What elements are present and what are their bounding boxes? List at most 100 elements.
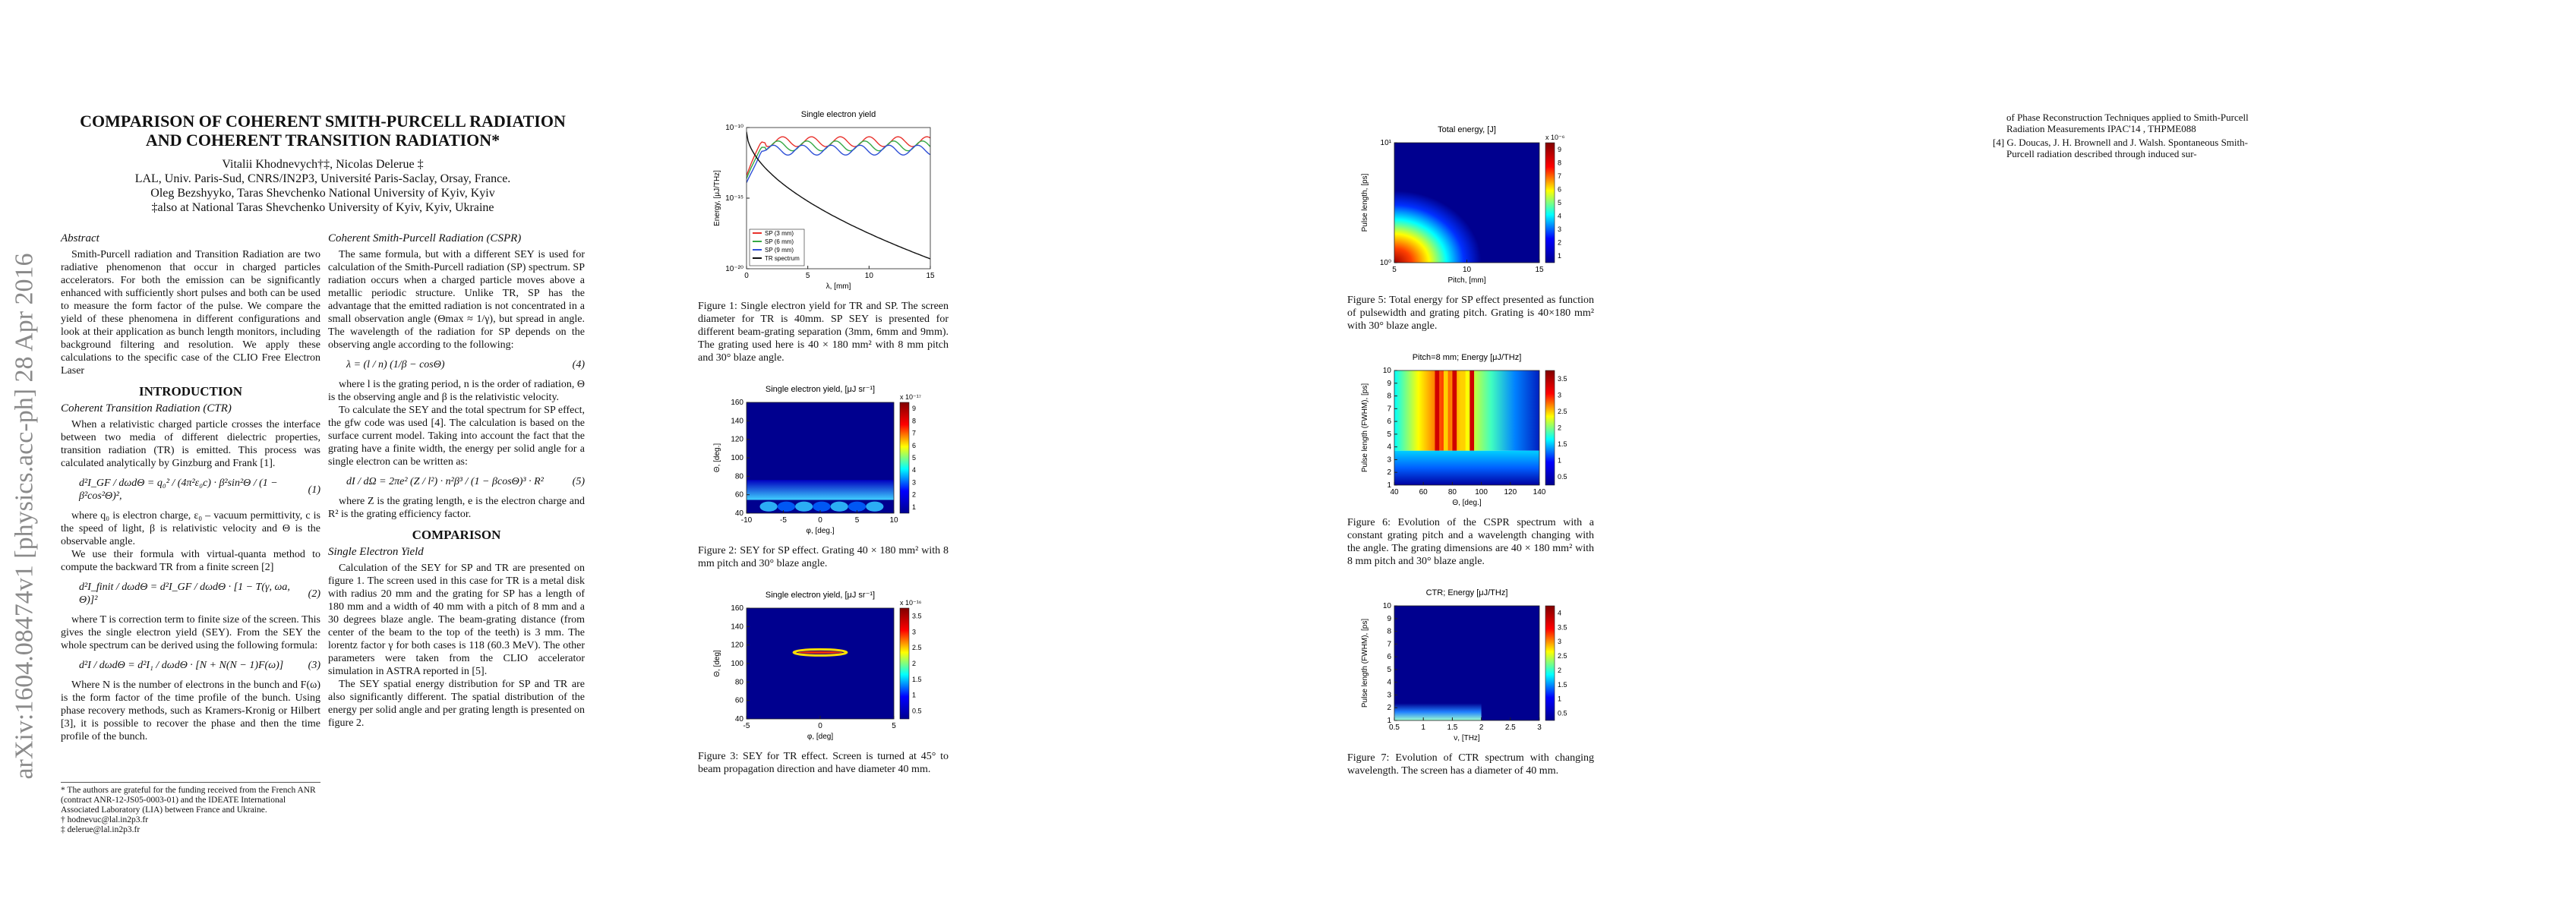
x-tick-label: 60 xyxy=(1419,488,1428,496)
figure-caption: Figure 2: SEY for SP effect. Grating 40 … xyxy=(698,545,949,569)
figure: Coherent RadiationThe calculation of coh… xyxy=(698,587,949,776)
y-axis-label: Energy, [μJ/THz] xyxy=(713,170,721,226)
colorbar-tick-label: 6 xyxy=(912,442,916,449)
axes-frame xyxy=(1394,605,1540,721)
y-tick-label: 120 xyxy=(731,641,743,650)
section-heading: COMPARISON xyxy=(412,528,501,542)
y-tick-label: 6 xyxy=(1387,418,1391,426)
legend-label: SP (6 mm) xyxy=(765,238,794,245)
legend-label: TR spectrum xyxy=(765,255,800,262)
paragraph: We use their formula with virtual-quanta… xyxy=(61,549,320,573)
colorbar-tick-label: 5 xyxy=(1558,199,1561,206)
colorbar-tick-label: 1 xyxy=(1558,695,1561,703)
x-tick-label: 10 xyxy=(1463,266,1472,274)
y-tick-label: 10¹ xyxy=(1381,139,1392,147)
plot-area xyxy=(1394,370,1539,485)
figure-title: CTR; Energy [μJ/THz] xyxy=(1426,588,1508,597)
heat-blob xyxy=(795,501,813,512)
affiliation: Oleg Bezshyyko, Taras Shevchenko Nationa… xyxy=(150,187,495,200)
x-tick-label: 80 xyxy=(1448,488,1457,496)
x-axis-label: Θ, [deg.] xyxy=(1452,499,1482,507)
colorbar-tick-label: 7 xyxy=(912,430,916,437)
equation-number: (4) xyxy=(572,359,585,370)
y-tick-label: 7 xyxy=(1387,640,1391,648)
y-axis-label: Pulse length, [ps] xyxy=(1361,173,1369,232)
y-tick-label: 10⁻¹⁵ xyxy=(725,194,743,203)
figure-title: Total energy, [J] xyxy=(1438,125,1496,134)
colorbar-tick-label: 8 xyxy=(912,417,916,424)
footnote: ‡ delerue@lal.in2p3.fr xyxy=(61,825,140,834)
equation: d²I_GF / dωdΘ = q₀² / (4π²ε₀c) · β²sin²Θ… xyxy=(79,477,320,503)
x-tick-label: 0 xyxy=(744,272,749,280)
equation-formula: d²I_GF / dωdΘ = q₀² / (4π²ε₀c) · β²sin²Θ… xyxy=(79,478,278,502)
equation-formula: dI / dΩ = 2πe² (Z / l²) · n²β³ / (1 − βc… xyxy=(346,476,544,487)
x-tick-label: -5 xyxy=(743,722,750,730)
plot-area xyxy=(747,608,894,719)
paragraph: Where N is the number of electrons in th… xyxy=(61,679,320,742)
equation-formula: d²I / dωdΘ = d²I₁ / dωdΘ · [N + N(N − 1)… xyxy=(79,660,284,671)
decor-curve xyxy=(747,144,930,183)
y-tick-label: 2 xyxy=(1387,468,1391,477)
equation: d²I / dωdΘ = d²I₁ / dωdΘ · [N + N(N − 1)… xyxy=(79,659,320,672)
y-axis-label: Θ, [deg] xyxy=(713,650,721,677)
column: Coherent Smith-Purcell Radiation (CSPR) T… xyxy=(328,228,585,730)
colorbar-tick-label: 2.5 xyxy=(1558,652,1567,660)
x-tick-label: 2 xyxy=(1479,723,1484,732)
colorbar-tick-label: 3.5 xyxy=(1558,375,1567,383)
y-tick-label: 100 xyxy=(731,454,743,462)
column: Single electron yield 0 5 10 15 10⁻²⁰ 10⁻¹⁵ 10⁻… xyxy=(698,106,949,793)
y-axis-label: Θ, [deg.] xyxy=(713,443,721,473)
equation-formula: d²I_finit / dωdΘ = d²I_GF / dωdΘ · [1 − … xyxy=(79,582,290,606)
heat-region xyxy=(747,608,894,719)
colorbar-tick-label: 9 xyxy=(912,405,916,412)
heat-region xyxy=(747,480,894,500)
x-axis-label: ν, [THz] xyxy=(1454,734,1480,742)
figure: Pitch=8 mm; Energy [μJ/THz] 40 60 80 100 120 1… xyxy=(1347,349,1594,568)
paragraph: where T is correction term to finite siz… xyxy=(61,614,320,651)
figure-caption: Figure 3: SEY for TR effect. Screen is t… xyxy=(698,751,949,775)
colorbar-tick-label: 2 xyxy=(1558,239,1561,247)
plot-area xyxy=(747,131,930,260)
figure: CTR; Energy [μJ/THz] 0.5 1 1.5 2 2.5 3 1 2 3 4 5 6 7 8… xyxy=(1347,585,1594,777)
y-tick-label: 10 xyxy=(1383,602,1392,610)
figure-plot: Pitch=8 mm; Energy [μJ/THz] 40 60 80 100 120 1… xyxy=(1361,353,1567,507)
subsection-heading: Abstract xyxy=(61,232,99,244)
y-tick-label: 160 xyxy=(731,604,743,613)
heat-blob xyxy=(792,648,848,657)
x-axis-label: λ, [mm] xyxy=(826,282,851,291)
heat-blob xyxy=(830,501,848,512)
heat-region xyxy=(1470,370,1475,451)
footnote: † hodnevuc@lal.in2p3.fr xyxy=(61,815,149,824)
paragraph: To calculate the SEY and the total spect… xyxy=(328,405,585,468)
x-tick-label: 1 xyxy=(1421,723,1425,732)
y-tick-label: 3 xyxy=(1387,691,1391,699)
equation-number: (1) xyxy=(308,484,320,496)
paper-title: COMPARISON OF COHERENT SMITH-PURCELL RAD… xyxy=(80,112,566,150)
footnotes: * The authors are grateful for the fundi… xyxy=(61,782,320,835)
colorbar-tick-label: 9 xyxy=(1558,146,1561,153)
colorbar xyxy=(899,402,910,514)
heat-blob xyxy=(797,651,843,654)
figure-plot: CTR; Energy [μJ/THz]0.5 1 1.5 2 2.5 312345678… xyxy=(1361,588,1567,742)
x-tick-label: 0 xyxy=(818,516,822,525)
colorbar-tick-label: 1 xyxy=(1558,252,1561,260)
subsection-heading: Coherent Transition Radiation (CTR) xyxy=(61,402,232,415)
colorbar-tick-label: 2.5 xyxy=(912,644,922,651)
y-tick-label: 1 xyxy=(1387,481,1391,490)
y-tick-label: 7 xyxy=(1387,405,1391,413)
subsection-heading: Single Electron Yield xyxy=(328,546,424,558)
decor-curve xyxy=(747,136,930,176)
x-tick-label: 100 xyxy=(1475,488,1488,496)
figure-caption: Figure 1: Single electron yield for TR a… xyxy=(698,301,949,364)
colorbar-tick-label: 3 xyxy=(1558,391,1561,399)
colorbar-exponent: x 10⁻⁶ xyxy=(1545,134,1565,141)
heat-blob xyxy=(866,501,884,512)
y-tick-label: 2 xyxy=(1387,704,1391,712)
y-tick-label: 140 xyxy=(731,417,743,425)
colorbar-tick-label: 2 xyxy=(912,491,916,499)
column: of Phase Reconstruction Techniques appli… xyxy=(1993,112,2251,162)
equation-number: (3) xyxy=(308,660,320,671)
x-tick-label: 120 xyxy=(1504,488,1517,496)
colorbar-tick-label: 3.5 xyxy=(1558,623,1567,631)
